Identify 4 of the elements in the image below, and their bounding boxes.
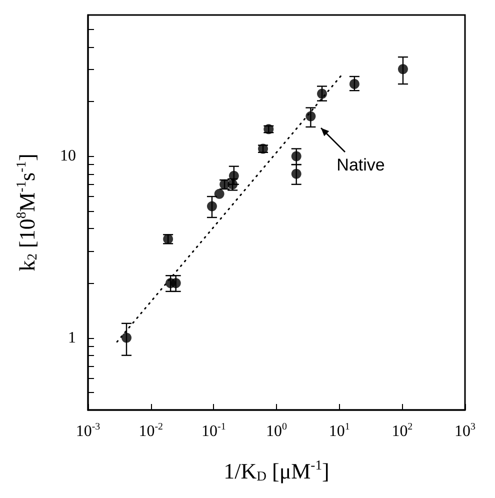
text: k2 [108M-1s-1] bbox=[13, 154, 40, 272]
annotation: Native bbox=[336, 155, 385, 174]
y-tick-label: 10 bbox=[60, 148, 76, 165]
y-tick-label: 1 bbox=[68, 329, 76, 346]
